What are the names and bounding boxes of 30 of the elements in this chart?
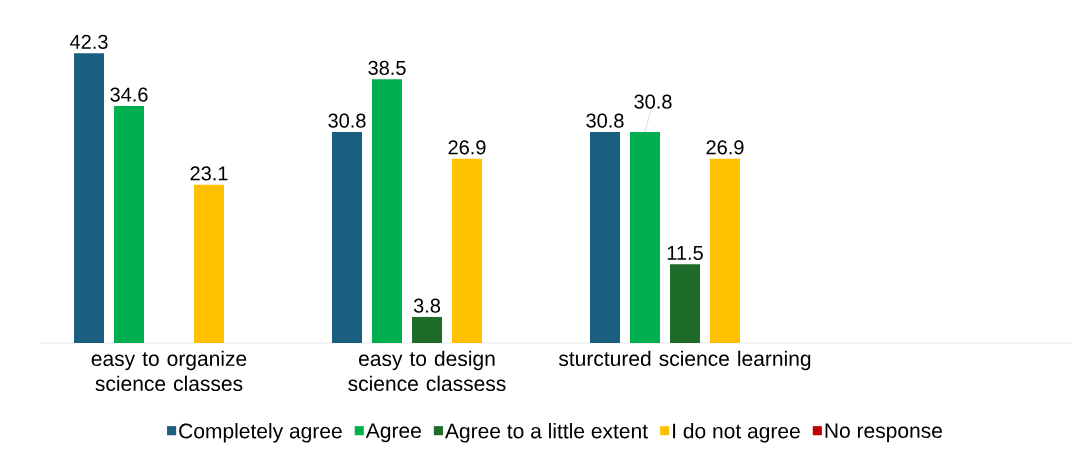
data-label: 26.9 <box>448 140 486 155</box>
bar <box>194 184 225 343</box>
bar <box>589 131 620 343</box>
bar <box>372 79 402 343</box>
data-label: 23.1 <box>190 166 228 181</box>
bar <box>412 316 442 343</box>
data-label: 30.8 <box>634 94 672 109</box>
bar <box>709 158 740 343</box>
legend-label: I do not agree <box>673 423 800 443</box>
data-label: 30.8 <box>586 113 624 128</box>
x-tick-label: sturctured science learning <box>558 350 811 371</box>
bar <box>629 131 660 343</box>
data-label: 3.8 <box>413 298 441 313</box>
bar <box>114 105 145 343</box>
bar <box>74 53 105 343</box>
x-tick-label: easy to design science classess <box>348 350 506 392</box>
legend-label: No response <box>825 423 942 443</box>
data-label: 30.8 <box>328 113 366 128</box>
x-tick-label: easy to organize science classes <box>91 350 247 392</box>
bar <box>452 158 482 343</box>
legend-label: Agree to a little extent <box>445 423 648 443</box>
data-label: 42.3 <box>70 34 108 49</box>
legend-label: Agree <box>365 423 421 443</box>
legend-label: Completely agree <box>179 423 342 443</box>
data-label: 34.6 <box>110 87 148 102</box>
data-label: 11.5 <box>667 246 703 260</box>
bar <box>332 131 362 343</box>
bar <box>669 264 700 343</box>
data-label: 26.9 <box>706 140 744 155</box>
data-label: 38.5 <box>368 60 406 75</box>
